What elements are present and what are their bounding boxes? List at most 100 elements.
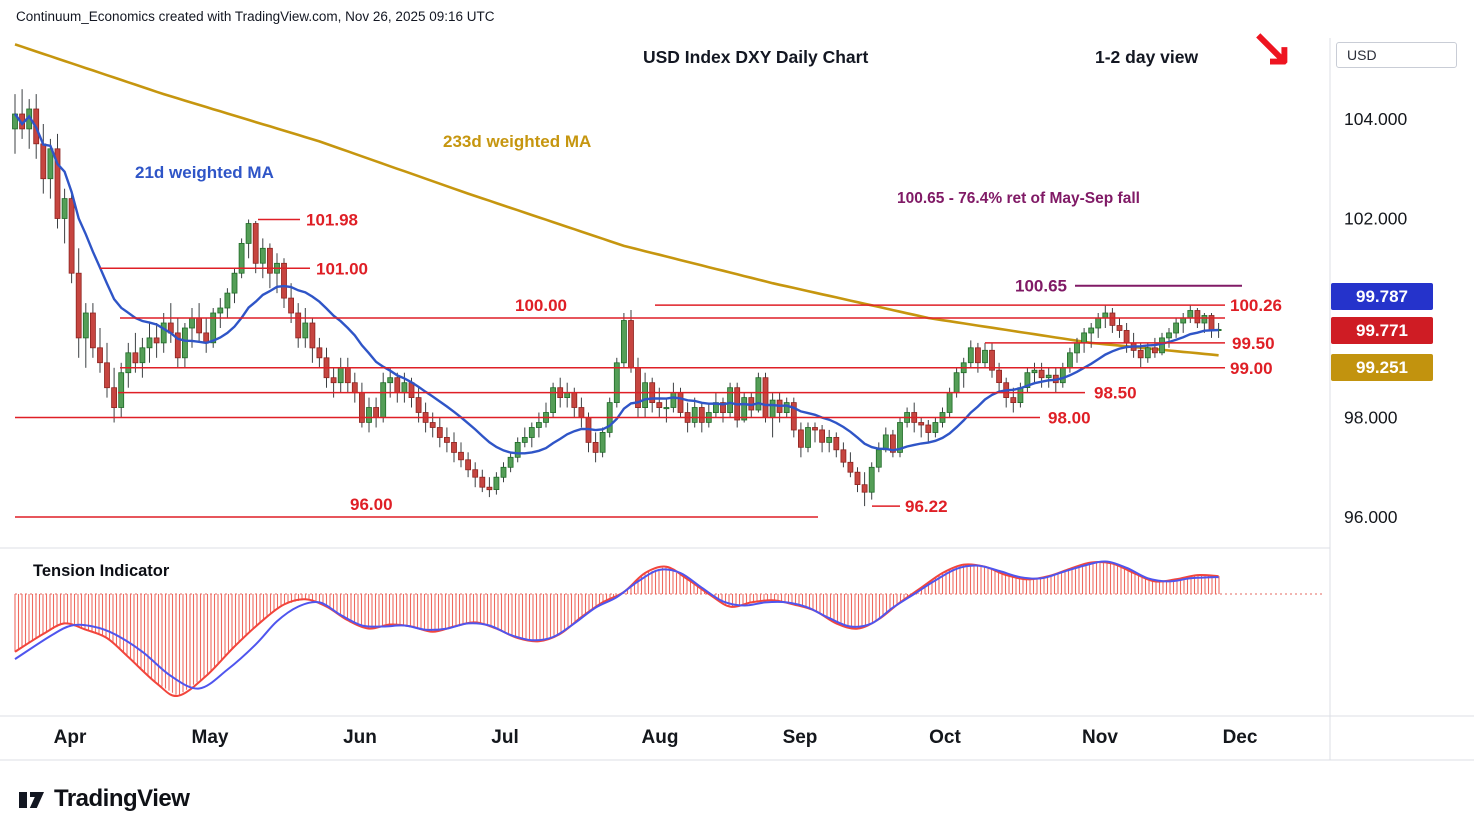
candle-body [160, 322, 167, 344]
candle-body [288, 297, 295, 314]
candle-body [146, 337, 153, 349]
candle-body [1159, 337, 1165, 354]
candle-body [861, 484, 868, 493]
candle-body [75, 272, 82, 339]
candle-body [967, 347, 974, 364]
tension-blue-line [14, 560, 1219, 690]
candle-body [40, 143, 47, 180]
x-axis-label: Sep [783, 727, 818, 748]
level-label: 101.00 [316, 259, 368, 278]
candle-body [231, 272, 238, 294]
candle-body [925, 424, 932, 433]
candle-body [1024, 372, 1031, 389]
candle-body [1137, 349, 1144, 359]
candle-body [890, 434, 896, 453]
candle-body [599, 431, 606, 453]
candle-body [210, 312, 217, 344]
candle-body [189, 317, 195, 329]
candle-body [125, 352, 132, 374]
candle-body [642, 382, 648, 409]
candle-body [882, 434, 889, 451]
candle-body [295, 312, 302, 339]
candle-body [472, 469, 479, 478]
ma233-label: 233d weighted MA [443, 132, 592, 151]
candle-body [996, 369, 1002, 384]
candle-body [252, 223, 259, 264]
candle-body [153, 337, 160, 344]
candle-body [670, 392, 677, 408]
candle-body [429, 422, 436, 428]
candle-body [316, 347, 323, 359]
ma21-label: 21d weighted MA [135, 163, 274, 182]
x-axis-label: Jul [491, 727, 518, 748]
candle-body [578, 407, 585, 418]
candle-body [918, 422, 925, 426]
candle-body [351, 382, 358, 394]
level-label: 98.50 [1094, 384, 1137, 403]
candle-body [1088, 327, 1095, 334]
candle-body [798, 429, 804, 448]
tradingview-logo[interactable]: TradingView [16, 784, 190, 814]
candle-body [104, 362, 110, 389]
candle-body [755, 377, 762, 411]
candle-body [571, 392, 578, 408]
candle-body [720, 402, 726, 414]
candle-body [762, 377, 769, 418]
level-label: 99.50 [1232, 334, 1275, 353]
candle-body [451, 441, 457, 453]
x-axis-label: Aug [642, 727, 679, 748]
candle-body [54, 148, 61, 219]
candle-body [415, 397, 422, 413]
down-right-arrow-icon: ↘ [1250, 19, 1294, 77]
currency-selector[interactable]: USD [1336, 42, 1457, 68]
candle-body [174, 332, 181, 359]
level-label: 96.22 [905, 497, 948, 516]
level-label: 100.26 [1230, 296, 1282, 315]
candle-body [783, 402, 790, 414]
retracement-annotation: 100.65 - 76.4% ret of May-Sep fall [897, 190, 1140, 207]
candle-body [1045, 374, 1052, 379]
candle-body [741, 397, 748, 421]
candle-body [443, 436, 450, 443]
candle-body [1010, 397, 1017, 404]
candle-body [1067, 352, 1073, 369]
candle-body [982, 349, 988, 364]
candle-body [196, 317, 203, 334]
price-badge: 99.787 [1331, 283, 1433, 310]
candle-body [408, 382, 415, 399]
candle-body [238, 242, 245, 274]
candle-body [507, 456, 514, 468]
candle-body [330, 377, 337, 384]
candle-body [1109, 312, 1116, 326]
candle-body [521, 436, 528, 443]
candle-body [897, 422, 903, 453]
candle-body [1152, 347, 1158, 354]
candle-body [628, 320, 634, 369]
candle-body [465, 459, 472, 471]
candle-body [946, 392, 953, 413]
candle-body [826, 436, 833, 443]
candle-body [1059, 367, 1066, 384]
candle-body [224, 292, 231, 309]
candle-body [875, 449, 882, 468]
level-label: 96.00 [350, 495, 393, 514]
level-label: 101.98 [306, 211, 358, 230]
x-axis-label: Apr [54, 727, 87, 748]
ma21-line [14, 113, 1219, 455]
level-label: 100.65 [1015, 277, 1067, 296]
time-scale[interactable] [0, 716, 1330, 760]
candle-body [1144, 347, 1151, 359]
candle-body [500, 466, 507, 478]
candle-body [82, 312, 89, 339]
candle-body [1095, 317, 1102, 329]
candle-body [698, 407, 705, 423]
candle-body [97, 347, 103, 364]
currency-label: USD [1347, 47, 1377, 63]
candle-body [1187, 310, 1194, 319]
candle-body [656, 402, 663, 409]
y-axis-tick: 98.000 [1344, 408, 1398, 428]
candle-body [550, 387, 556, 414]
candle-body [1201, 315, 1208, 324]
tradingview-logo-icon [19, 792, 44, 808]
